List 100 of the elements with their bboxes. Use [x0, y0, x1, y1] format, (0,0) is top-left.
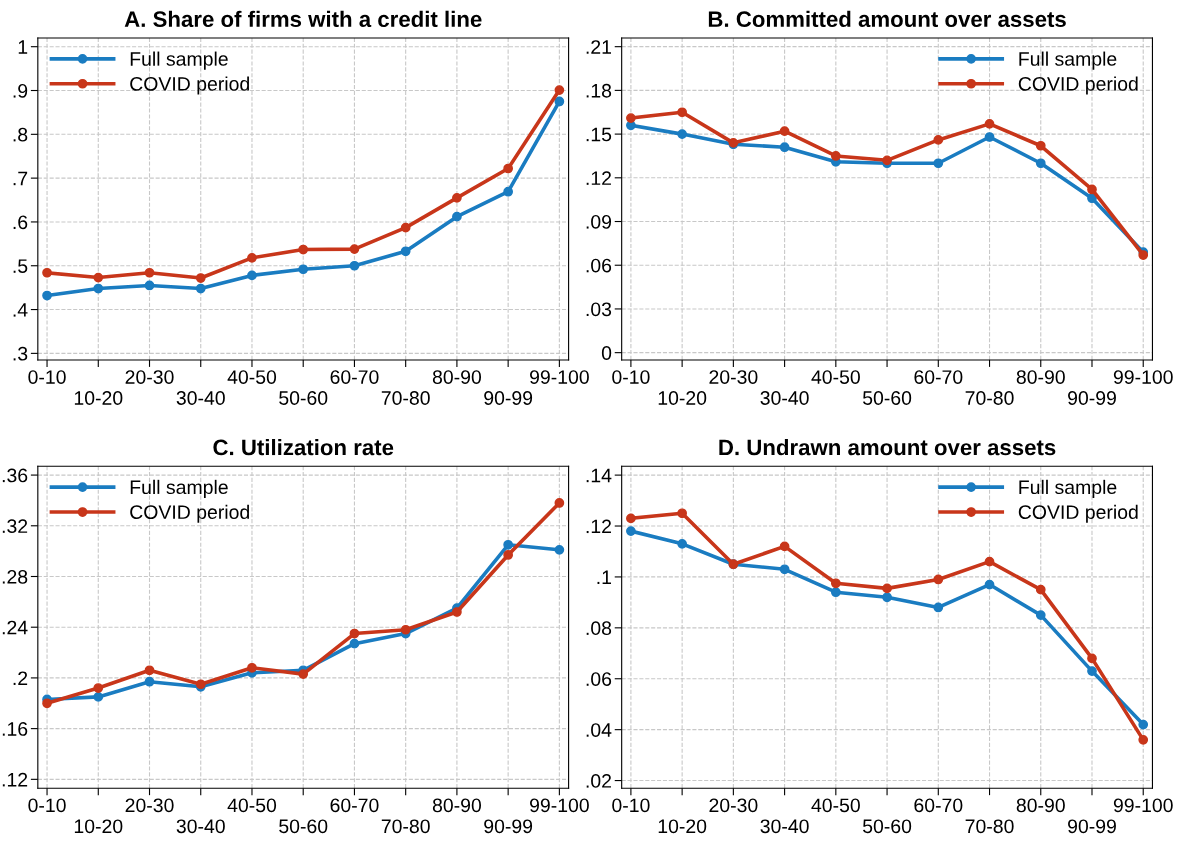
point — [503, 550, 514, 560]
x-tick-label: 99-100 — [1113, 370, 1173, 384]
x-tick-label: 90-99 — [1068, 819, 1116, 834]
point — [503, 539, 514, 550]
y-tick-label: .36 — [2, 468, 28, 483]
y-tick-label: .4 — [13, 303, 28, 317]
y-tick-label: .7 — [13, 171, 28, 186]
point — [984, 579, 995, 590]
chart-title: D. Undrawn amount over assets — [719, 438, 1056, 456]
y-tick-label: .8 — [13, 127, 28, 142]
point — [144, 267, 155, 278]
y-tick-label: 1 — [18, 40, 28, 54]
point — [400, 246, 411, 257]
point — [626, 513, 636, 524]
y-tick-label: 0 — [601, 346, 612, 360]
x-tick-label: 80-90 — [432, 370, 482, 384]
point — [626, 113, 636, 123]
y-tick-label: .02 — [586, 774, 611, 788]
y-tick-label: .9 — [13, 83, 28, 98]
point — [779, 541, 790, 552]
legend-label: Full sample — [1019, 479, 1117, 498]
point — [677, 129, 687, 139]
point — [1087, 193, 1097, 204]
point — [554, 545, 565, 555]
x-tick-label: 40-50 — [811, 370, 860, 384]
point — [984, 556, 995, 567]
x-tick-label: 30-40 — [176, 819, 225, 834]
point — [830, 578, 841, 589]
x-tick-label: 30-40 — [760, 819, 809, 834]
y-tick-label: .04 — [586, 723, 612, 737]
x-tick-label: 70-80 — [381, 819, 430, 834]
point — [933, 602, 944, 613]
x-tick-label: 10-20 — [74, 391, 123, 405]
x-tick-label: 20-30 — [709, 370, 758, 384]
x-tick-label: 70-80 — [965, 391, 1014, 405]
point — [349, 628, 360, 639]
point — [93, 692, 104, 702]
chart-title: B. Committed amount over assets — [708, 10, 1066, 28]
point — [1087, 666, 1097, 676]
x-tick-label: 60-70 — [330, 798, 379, 813]
point — [247, 252, 257, 263]
y-tick-label: .16 — [2, 722, 28, 736]
x-tick-label: 50-60 — [279, 819, 328, 834]
point — [933, 574, 944, 585]
point — [1138, 719, 1149, 730]
y-tick-label: .2 — [13, 671, 28, 685]
y-tick-label: .12 — [2, 772, 28, 787]
point — [144, 676, 155, 687]
x-tick-label: 60-70 — [330, 370, 379, 384]
x-tick-label: 60-70 — [914, 370, 963, 384]
x-tick-label: 20-30 — [125, 798, 174, 813]
x-tick-label: 90-99 — [484, 819, 533, 834]
x-tick-label: 0-10 — [612, 798, 650, 813]
point — [195, 273, 206, 283]
legend-label: Full sample — [1019, 51, 1117, 70]
point — [42, 267, 52, 278]
x-tick-label: 80-90 — [1016, 798, 1065, 813]
point — [1087, 653, 1097, 664]
point — [144, 665, 155, 676]
point — [933, 135, 944, 145]
point — [677, 508, 687, 519]
point — [247, 662, 257, 673]
point — [93, 683, 104, 693]
point — [349, 260, 360, 271]
point — [298, 264, 309, 275]
y-tick-label: .6 — [13, 215, 28, 230]
x-tick-label: 30-40 — [176, 391, 225, 405]
x-tick-label: 70-80 — [965, 819, 1014, 834]
point — [933, 158, 944, 169]
point — [247, 270, 257, 281]
x-tick-label: 90-99 — [1068, 391, 1116, 405]
point — [42, 290, 52, 301]
y-tick-label: .12 — [586, 171, 611, 185]
legend-label: COVID period — [1018, 504, 1138, 523]
y-tick-label: .08 — [586, 621, 612, 636]
point — [298, 669, 309, 679]
x-tick-label: 90-99 — [484, 391, 533, 405]
point — [195, 283, 206, 294]
point — [1087, 184, 1097, 195]
point — [830, 587, 841, 598]
chart-title: A. Share of firms with a credit line — [124, 10, 482, 28]
x-tick-label: 70-80 — [381, 391, 430, 405]
x-tick-label: 0-10 — [612, 370, 650, 384]
point — [984, 132, 995, 142]
point — [779, 564, 790, 575]
y-tick-label: .5 — [13, 259, 28, 273]
y-tick-label: .12 — [586, 519, 611, 534]
point — [984, 119, 995, 129]
x-tick-label: 50-60 — [279, 391, 328, 405]
y-tick-label: .32 — [2, 519, 28, 534]
x-tick-label: 60-70 — [914, 798, 963, 813]
y-tick-label: .21 — [586, 40, 612, 54]
x-tick-label: 99-100 — [530, 798, 589, 813]
point — [42, 698, 52, 709]
point — [1138, 734, 1149, 745]
point — [400, 624, 411, 635]
point — [503, 186, 514, 197]
x-tick-label: 50-60 — [862, 819, 912, 834]
x-tick-label: 40-50 — [227, 798, 277, 813]
legend-label: COVID period — [130, 504, 249, 523]
